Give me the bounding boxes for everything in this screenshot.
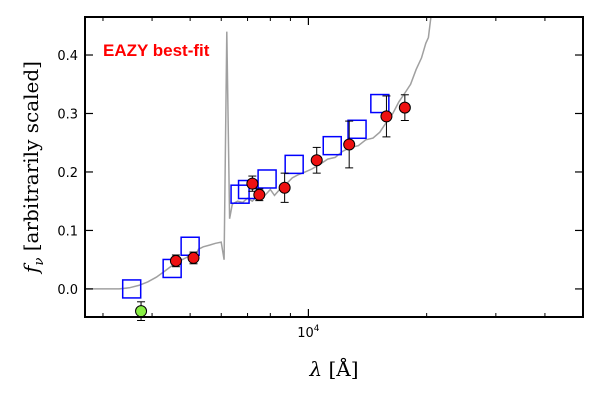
x-axis-label-text: λ [Å]	[308, 356, 358, 381]
y-tick-label: 0.1	[57, 224, 78, 239]
observed-flux-points	[135, 94, 411, 322]
observed-flux-point	[380, 110, 393, 123]
model-flux-square	[347, 119, 367, 140]
upper-limit-point	[135, 305, 148, 318]
plot-border	[84, 16, 584, 318]
observed-flux-point	[169, 254, 182, 267]
model-flux-square	[322, 135, 342, 156]
y-axis-label: fν [arbitrarily scaled]	[19, 61, 47, 275]
model-flux-square	[230, 184, 250, 204]
x-axis-label: λ [Å]	[308, 356, 358, 381]
model-flux-square	[121, 279, 142, 299]
observed-flux-point	[246, 177, 259, 190]
plot-frame	[85, 17, 583, 317]
y-axis-label-text: fν [arbitrarily scaled]	[19, 61, 47, 275]
observed-flux-point	[343, 138, 356, 151]
model-flux-square	[370, 93, 390, 114]
model-flux-squares	[121, 93, 390, 299]
y-tick-label: 0.0	[57, 283, 78, 298]
observed-flux-point	[398, 101, 411, 114]
y-tick-label: 0.4	[57, 49, 78, 64]
x-tick-label: 104	[297, 324, 320, 341]
y-tick-label: 0.2	[57, 166, 78, 181]
observed-flux-point	[310, 154, 323, 167]
axis-ticks: 0.0 0.1 0.2 0.3 0.4 104	[57, 17, 583, 341]
chart-annotation: EAZY best-fit	[103, 41, 210, 60]
model-flux-square	[257, 169, 277, 189]
model-flux-square	[284, 154, 304, 175]
plot-area: 0.0 0.1 0.2 0.3 0.4 104	[57, 16, 584, 341]
y-tick-label: 0.3	[57, 107, 78, 122]
observed-flux-point	[253, 188, 266, 201]
observed-flux-point	[187, 251, 200, 264]
observed-flux-point	[278, 181, 291, 194]
